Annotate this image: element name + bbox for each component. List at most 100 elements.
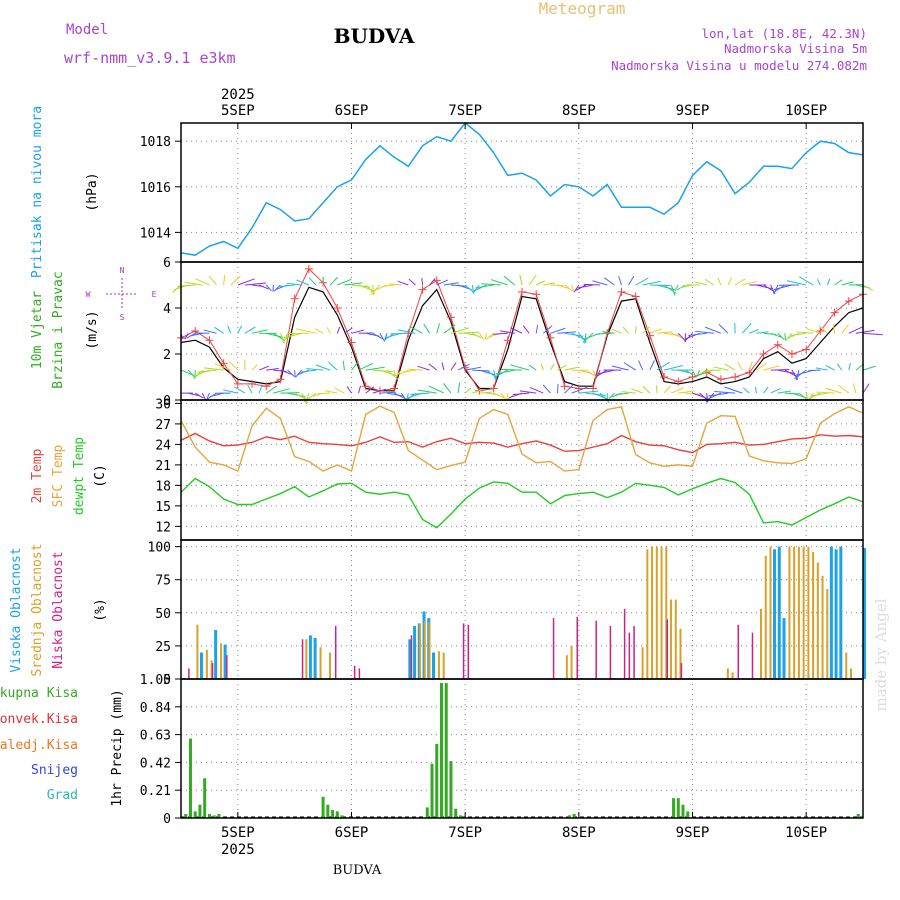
cloud-bar xyxy=(641,647,644,679)
cloud-bar xyxy=(565,655,568,679)
bottom-day-label: 6SEP xyxy=(335,825,369,841)
wind-direction-arrow xyxy=(649,360,655,371)
wind-speed-line xyxy=(180,286,864,392)
wind-direction-arrow xyxy=(855,329,875,334)
wind-direction-arrow xyxy=(742,280,758,286)
panel-1: 0 2 4 6 10m Vjetar Brzina i Pravac (m/s) N S W E xyxy=(30,256,883,409)
temp-label-2m: 2m Temp xyxy=(30,448,45,503)
cloud-bar xyxy=(623,608,626,679)
model-name: wrf-nmm_v3.9.1 e3km xyxy=(64,49,236,67)
wind-direction-arrow xyxy=(621,391,636,394)
credit: made by Angel xyxy=(872,598,890,711)
gust-marker xyxy=(546,333,555,342)
wind-direction-arrow xyxy=(233,386,246,394)
wind-direction-arrow xyxy=(678,390,695,394)
cloud-bar xyxy=(205,649,208,679)
gust-marker xyxy=(802,345,811,354)
wind-direction-arrow xyxy=(848,363,851,371)
wind-direction-arrow xyxy=(365,386,375,394)
wind-direction-arrow xyxy=(386,369,399,380)
wind-direction-arrow xyxy=(472,389,483,394)
wind-direction-arrow xyxy=(810,392,828,397)
gust-marker xyxy=(503,336,512,345)
gust-marker xyxy=(446,313,455,322)
wind-direction-arrow xyxy=(674,284,679,292)
temp-line-2 xyxy=(180,477,864,529)
precip-bar xyxy=(321,796,325,818)
y-tick-label: 0.63 xyxy=(140,729,171,744)
wind-direction-arrow xyxy=(237,325,243,334)
gust-marker xyxy=(716,375,725,384)
cloud-bar xyxy=(628,632,631,679)
wind-direction-arrow xyxy=(550,327,566,334)
wind-direction-arrow xyxy=(294,370,296,378)
wind-direction-arrow xyxy=(500,392,507,401)
wind-direction-arrow xyxy=(564,366,578,371)
wind-direction-arrow xyxy=(372,332,384,340)
wind-direction-arrow xyxy=(680,284,693,289)
cloud-bar xyxy=(788,546,791,679)
wind-direction-arrow xyxy=(342,360,345,371)
top-day-label: 5SEP xyxy=(221,103,255,119)
wind-direction-arrow xyxy=(214,326,224,334)
wind-direction-arrow xyxy=(542,384,551,394)
wind-direction-arrow xyxy=(631,388,643,394)
wind-direction-arrow xyxy=(635,277,649,286)
cloud-bar xyxy=(633,626,635,679)
cloud-bar xyxy=(329,652,332,679)
precip-bar xyxy=(435,743,439,818)
wind-direction-arrow xyxy=(283,332,302,339)
wind-direction-arrow xyxy=(808,369,821,372)
wind-direction-arrow xyxy=(251,364,258,371)
wind-direction-arrow xyxy=(713,366,729,371)
wind-direction-arrow xyxy=(615,392,629,396)
gust-marker xyxy=(631,292,640,301)
panel-frame-4 xyxy=(180,678,864,819)
wind-direction-arrow xyxy=(421,277,424,286)
wind-direction-arrow xyxy=(184,333,189,340)
precip-bar xyxy=(672,798,676,818)
wind-direction-arrow xyxy=(372,388,387,394)
wind-direction-arrow xyxy=(724,386,743,394)
wind-direction-arrow xyxy=(638,360,644,371)
precip-bar xyxy=(856,814,860,818)
cloud-bar xyxy=(609,626,612,679)
wind-direction-arrow xyxy=(472,284,480,294)
wind-direction-arrow xyxy=(228,360,239,371)
wind-direction-arrow xyxy=(642,280,661,286)
wind-direction-arrow xyxy=(184,281,203,286)
wind-direction-arrow xyxy=(296,328,317,334)
wind-direction-arrow xyxy=(230,275,241,286)
wind-direction-arrow xyxy=(187,369,196,379)
wind-direction-arrow xyxy=(408,278,416,286)
gust-marker xyxy=(532,290,541,299)
wind-direction-arrow xyxy=(557,364,567,371)
panel-2: 12 15 18 21 24 27 30 2m Temp SFC Temp dewpt Temp (… xyxy=(30,397,864,540)
cloud-bar xyxy=(410,635,413,679)
wind-direction-arrow xyxy=(410,392,430,395)
wind-direction-arrow xyxy=(398,329,416,334)
wind-direction-arrow xyxy=(409,325,423,334)
cloud-bar xyxy=(816,562,819,679)
precip-bar xyxy=(449,761,453,818)
y-tick-label: 50 xyxy=(155,607,171,622)
cloud-bar xyxy=(353,665,356,679)
precip-bar xyxy=(676,798,680,818)
cloud-bar xyxy=(660,546,663,679)
wind-direction-arrow xyxy=(305,392,310,404)
wind-direction-arrow xyxy=(472,332,482,339)
cloud-bar xyxy=(674,599,677,679)
wind-direction-arrow xyxy=(306,368,324,371)
cloud-bar xyxy=(313,637,317,679)
cloud-bar xyxy=(679,628,682,679)
cloud-bar xyxy=(211,663,214,679)
gust-marker xyxy=(219,359,228,368)
cloud-bar xyxy=(305,639,308,679)
wind-direction-arrow xyxy=(841,324,849,334)
panel-0: 1014 1016 1018 Pritisak na nivou mora (hPa) xyxy=(30,106,864,278)
wind-direction-arrow xyxy=(344,327,353,334)
wind-direction-arrow xyxy=(287,369,295,377)
wind-direction-arrow xyxy=(458,331,480,334)
wind-direction-arrow xyxy=(585,369,596,377)
wind-direction-arrow xyxy=(724,363,736,371)
